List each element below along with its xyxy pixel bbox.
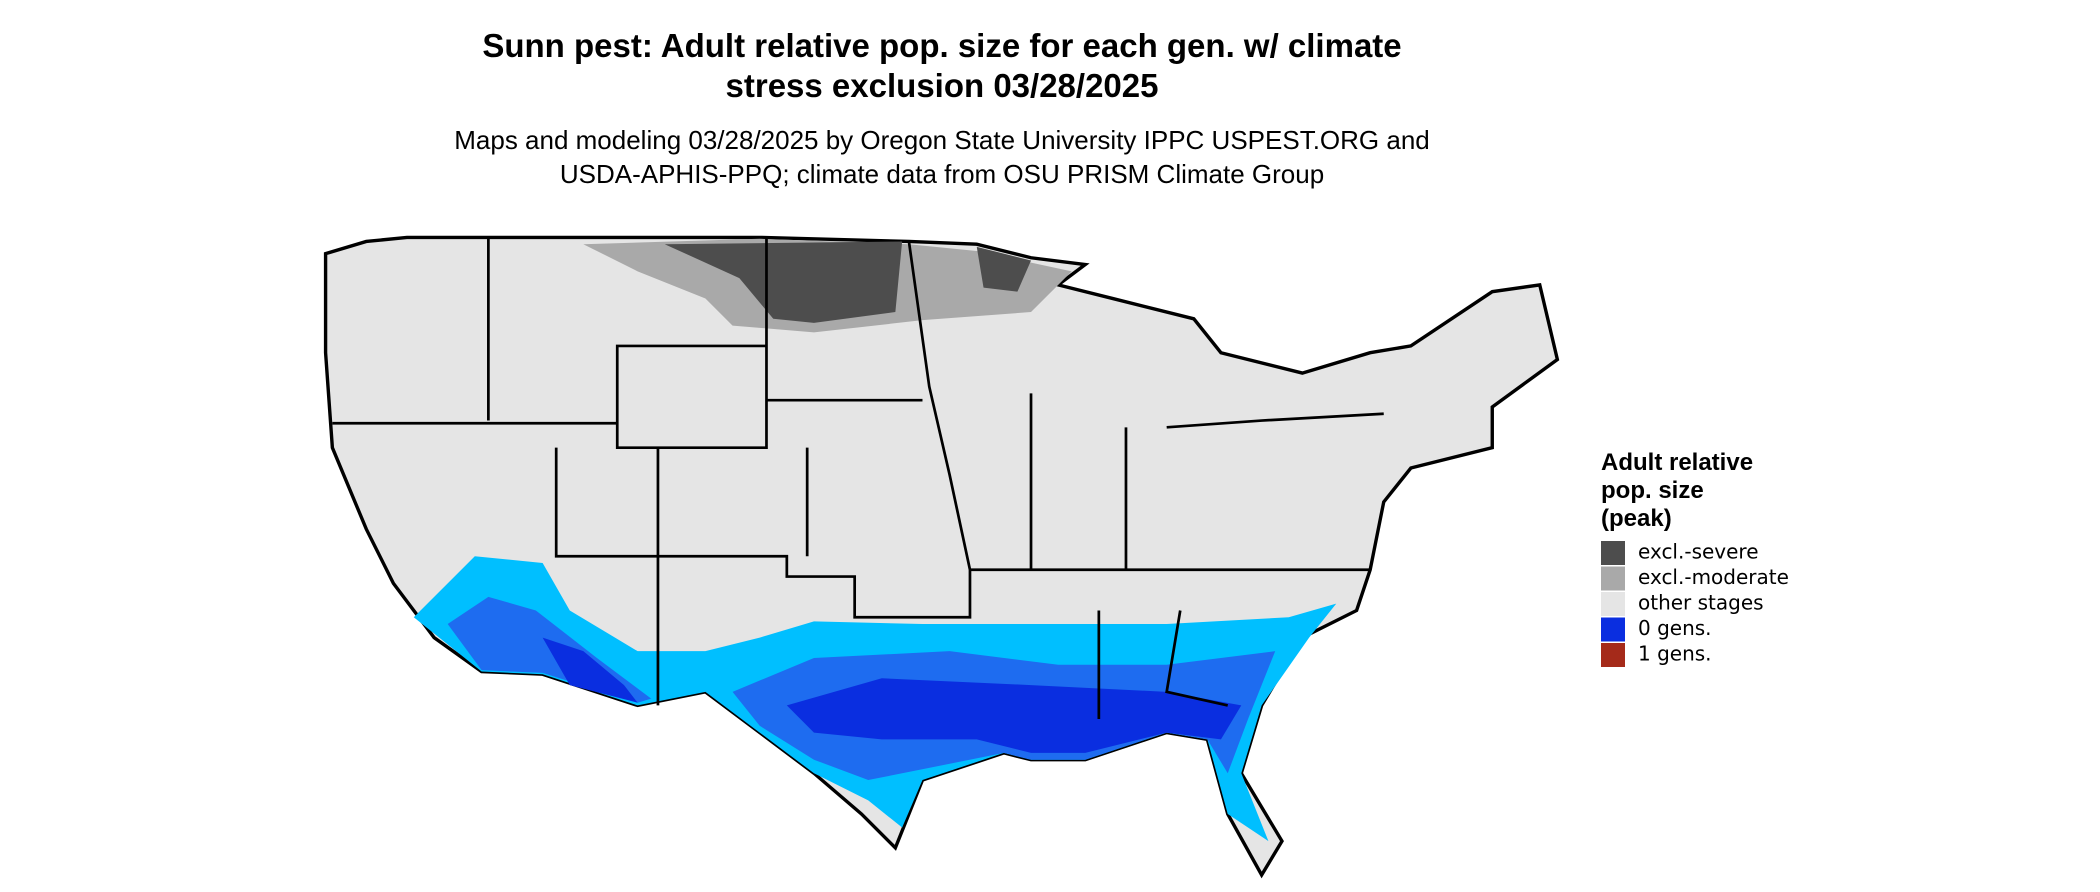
legend-swatch — [1601, 541, 1625, 565]
state-lines — [332, 238, 1384, 719]
legend-swatch — [1601, 643, 1625, 667]
legend-label: excl.-moderate — [1638, 565, 1789, 589]
legend-label: 1 gens. — [1638, 642, 1712, 666]
legend-swatch — [1601, 617, 1625, 642]
excl-severe-area — [664, 241, 1032, 323]
header: Sunn pest: Adult relative pop. size for … — [454, 27, 1430, 189]
legend-title: Adult relative — [1601, 449, 1753, 476]
title-line: Sunn pest: Adult relative pop. size for … — [482, 27, 1401, 64]
legend-label: excl.-severe — [1638, 540, 1759, 564]
legend-label: 0 gens. — [1638, 616, 1712, 640]
title-line: stress exclusion 03/28/2025 — [726, 67, 1159, 104]
us-outline — [323, 235, 1560, 879]
legend-title: (peak) — [1601, 505, 1672, 532]
legend-label: other stages — [1638, 591, 1764, 615]
subtitle-line: Maps and modeling 03/28/2025 by Oregon S… — [454, 125, 1430, 155]
legend-title: pop. size — [1601, 477, 1704, 504]
legend: Adult relative pop. size (peak) excl.-se… — [1601, 449, 1789, 667]
subtitle-line: USDA-APHIS-PPQ; climate data from OSU PR… — [560, 159, 1324, 189]
legend-swatch — [1601, 566, 1625, 591]
legend-swatch — [1601, 592, 1625, 616]
map — [323, 235, 1560, 879]
zone-dark — [542, 637, 1242, 753]
